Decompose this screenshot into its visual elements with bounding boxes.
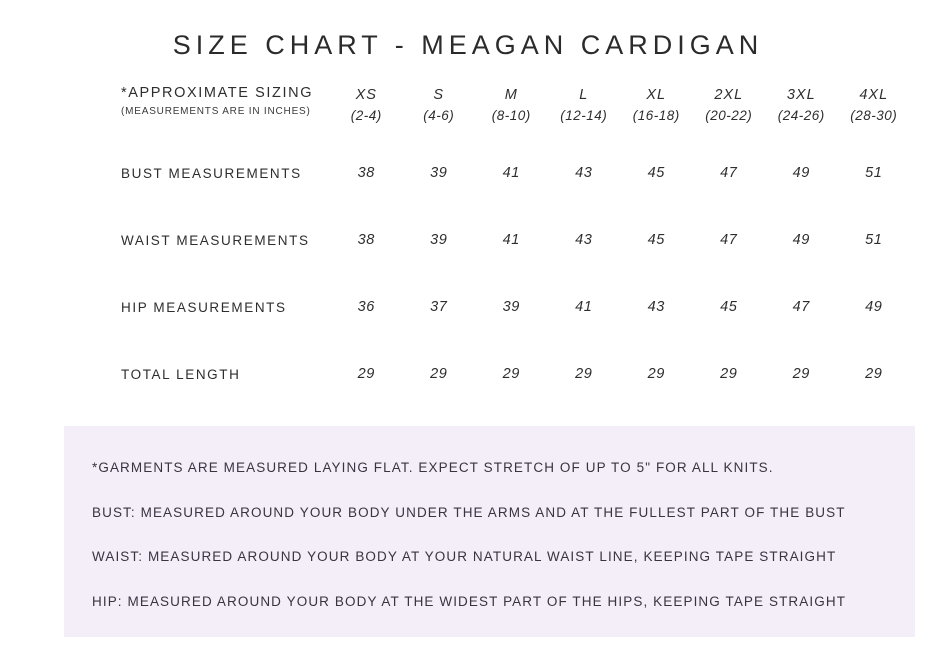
measurement-value: 29	[647, 366, 665, 383]
approximate-sizing-label: *APPROXIMATE SIZING	[121, 85, 314, 101]
measurement-value: 47	[720, 232, 738, 249]
measurement-value: 43	[575, 232, 593, 249]
size-label: M	[504, 87, 518, 103]
size-label: S	[433, 87, 445, 103]
measurement-value: 29	[430, 366, 448, 383]
measurement-value: 39	[430, 165, 448, 182]
page-title: SIZE CHART - MEAGAN CARDIGAN	[172, 30, 764, 60]
size-range-label: (2-4)	[350, 108, 382, 124]
row-label: WAIST MEASUREMENTS	[121, 232, 310, 248]
size-range-label: (8-10)	[491, 108, 531, 124]
table-row: WAIST MEASUREMENTS 38 39 41 43 45 47 49 51	[121, 207, 910, 274]
size-column-header: L (12-14)	[548, 85, 621, 126]
size-table-body: BUST MEASUREMENTS 38 39 41 43 45 47 49 51 WAIST M…	[121, 140, 910, 408]
measurement-value: 29	[502, 366, 520, 383]
size-label: 3XL	[786, 87, 816, 103]
note-line: *GARMENTS ARE MEASURED LAYING FLAT. EXPE…	[92, 460, 774, 475]
size-range-label: (28-30)	[850, 108, 898, 124]
measurement-value: 29	[575, 366, 593, 383]
measurement-value: 29	[720, 366, 738, 383]
measurement-value: 36	[357, 299, 375, 316]
size-range-label: (4-6)	[423, 108, 455, 124]
measurement-value: 39	[502, 299, 520, 316]
measurement-value: 47	[792, 299, 810, 316]
measurement-notes-box: *GARMENTS ARE MEASURED LAYING FLAT. EXPE…	[64, 426, 915, 637]
measurement-value: 41	[502, 165, 520, 182]
note-line: BUST: MEASURED AROUND YOUR BODY UNDER TH…	[92, 504, 846, 520]
size-column-header: 2XL (20-22)	[693, 85, 766, 126]
row-label: BUST MEASUREMENTS	[121, 165, 302, 181]
row-label: TOTAL LENGTH	[121, 366, 241, 382]
row-label: HIP MEASUREMENTS	[121, 299, 287, 315]
size-column-header: 3XL (24-26)	[765, 85, 838, 126]
note-line: HIP: MEASURED AROUND YOUR BODY AT THE WI…	[92, 593, 847, 609]
measurement-value: 41	[502, 232, 520, 249]
size-range-label: (16-18)	[632, 108, 680, 124]
measurement-value: 38	[357, 165, 375, 182]
size-label: L	[579, 87, 589, 103]
size-column-header: 4XL (28-30)	[838, 85, 911, 126]
measurement-value: 45	[647, 232, 665, 249]
measurements-unit-label: (MEASUREMENTS ARE IN INCHES)	[121, 106, 311, 117]
measurement-value: 43	[575, 165, 593, 182]
table-row: HIP MEASUREMENTS 36 37 39 41 43 45 47 49	[121, 274, 910, 341]
measurement-value: 45	[720, 299, 738, 316]
size-column-header: XS (2-4)	[330, 85, 403, 126]
note-line: WAIST: MEASURED AROUND YOUR BODY AT YOUR…	[92, 549, 837, 564]
measurement-value: 49	[792, 232, 810, 249]
size-table: *APPROXIMATE SIZING (MEASUREMENTS ARE IN…	[121, 85, 910, 408]
measurement-value: 49	[865, 299, 883, 316]
table-row: TOTAL LENGTH 29 29 29 29 29 29 29 29	[121, 341, 910, 408]
size-range-label: (24-26)	[777, 108, 825, 124]
size-label: 2XL	[714, 87, 744, 103]
measurement-value: 29	[792, 366, 810, 383]
size-range-label: (12-14)	[560, 108, 608, 124]
table-corner: *APPROXIMATE SIZING (MEASUREMENTS ARE IN…	[121, 85, 330, 117]
measurement-value: 47	[720, 165, 738, 182]
size-label: 4XL	[859, 87, 889, 103]
measurement-value: 29	[357, 366, 375, 383]
size-range-label: (20-22)	[705, 108, 753, 124]
size-label: XL	[646, 87, 667, 103]
size-table-header: *APPROXIMATE SIZING (MEASUREMENTS ARE IN…	[121, 85, 910, 126]
measurement-value: 29	[865, 366, 883, 383]
size-column-header: S (4-6)	[403, 85, 476, 126]
measurement-value: 49	[792, 165, 810, 182]
measurement-value: 43	[647, 299, 665, 316]
measurement-value: 41	[575, 299, 593, 316]
measurement-value: 45	[647, 165, 665, 182]
measurement-value: 37	[430, 299, 448, 316]
measurement-value: 39	[430, 232, 448, 249]
size-label: XS	[355, 87, 377, 103]
table-row: BUST MEASUREMENTS 38 39 41 43 45 47 49 51	[121, 140, 910, 207]
measurement-value: 51	[865, 165, 883, 182]
size-column-header: XL (16-18)	[620, 85, 693, 126]
measurement-value: 51	[865, 232, 883, 249]
size-column-header: M (8-10)	[475, 85, 548, 126]
measurement-value: 38	[357, 232, 375, 249]
